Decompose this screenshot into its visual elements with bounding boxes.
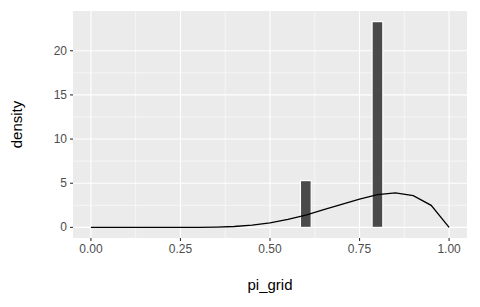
tick-label: 10: [54, 132, 68, 146]
panel-background: [73, 11, 467, 238]
grid-line: [73, 183, 467, 184]
tick-mark: [70, 139, 73, 140]
minor-grid-line: [314, 11, 315, 238]
grid-line: [73, 139, 467, 140]
tick-mark: [269, 238, 270, 241]
grid-line: [73, 50, 467, 51]
tick-mark: [70, 94, 73, 95]
histogram-bar: [300, 181, 311, 228]
axis-title: pi_grid: [247, 276, 292, 293]
tick-mark: [449, 238, 450, 241]
grid-line: [73, 94, 467, 95]
plot-area: [91, 22, 449, 228]
tick-label: 0.25: [169, 242, 193, 256]
tick-label: 5: [60, 176, 67, 190]
tick-mark: [70, 183, 73, 184]
grid-line: [180, 11, 181, 238]
tick-mark: [70, 227, 73, 228]
tick-label: 0.50: [258, 242, 282, 256]
tick-label: 0.00: [79, 242, 103, 256]
tick-label: 0.75: [348, 242, 372, 256]
minor-grid-line: [404, 11, 405, 238]
chart: 0.00 0.25 0.50 0.75 1.00 0 5 10 15 20 pi_grid densi…: [0, 0, 480, 307]
grid-line: [269, 11, 270, 238]
tick-mark: [90, 238, 91, 241]
tick-mark: [180, 238, 181, 241]
axis-title: density: [8, 100, 25, 148]
tick-label: 20: [54, 44, 68, 58]
tick-label: 1.00: [437, 242, 461, 256]
minor-grid-line: [135, 11, 136, 238]
tick-mark: [359, 238, 360, 241]
grid-line: [359, 11, 360, 238]
tick-mark: [70, 50, 73, 51]
tick-label: 0: [60, 220, 67, 234]
tick-label: 15: [54, 88, 68, 102]
grid-line: [90, 11, 91, 238]
histogram-bar: [311, 227, 372, 228]
grid-line: [449, 11, 450, 238]
minor-grid-line: [225, 11, 226, 238]
histogram-bar: [372, 22, 383, 228]
density-line: [91, 193, 449, 227]
